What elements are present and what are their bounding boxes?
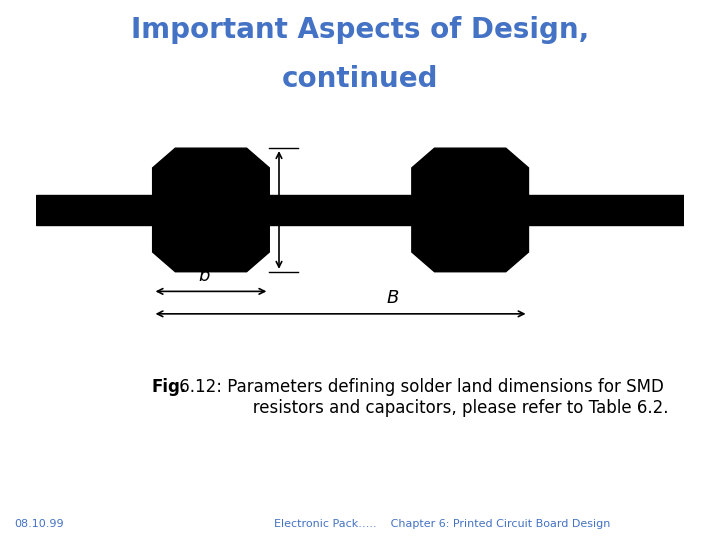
Text: continued: continued bbox=[282, 65, 438, 93]
Bar bbox=[528, 194, 684, 225]
Polygon shape bbox=[412, 148, 528, 272]
Text: B: B bbox=[386, 289, 399, 307]
Text: a: a bbox=[291, 210, 302, 227]
Text: b: b bbox=[199, 267, 210, 285]
Text: 6.12: Parameters defining solder land dimensions for SMD
               resistor: 6.12: Parameters defining solder land di… bbox=[174, 378, 669, 417]
Text: Electronic Pack…..    Chapter 6: Printed Circuit Board Design: Electronic Pack….. Chapter 6: Printed Ci… bbox=[274, 519, 610, 529]
Bar bbox=[36, 194, 153, 225]
Text: Fig.: Fig. bbox=[151, 378, 186, 396]
Text: 08.10.99: 08.10.99 bbox=[14, 519, 64, 529]
Text: Important Aspects of Design,: Important Aspects of Design, bbox=[131, 16, 589, 44]
Polygon shape bbox=[153, 148, 269, 272]
Bar bbox=[269, 194, 412, 225]
